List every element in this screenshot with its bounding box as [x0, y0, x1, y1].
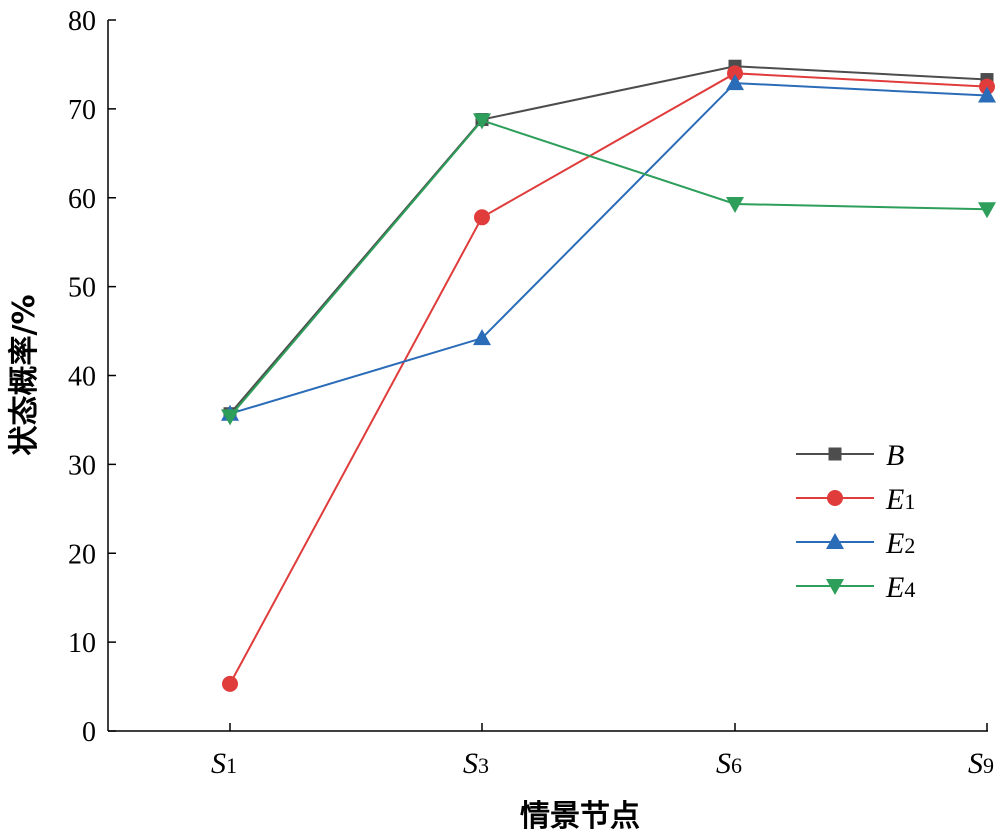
- data-point: [727, 65, 743, 82]
- x-tick-label: S6: [716, 747, 742, 780]
- x-tick-label: S3: [463, 747, 489, 780]
- y-tick-label: 10: [68, 628, 96, 659]
- series-E4: [221, 113, 996, 426]
- data-point: [726, 74, 744, 91]
- series-E2: [221, 74, 996, 421]
- legend-label: E2: [885, 527, 915, 560]
- data-point: [726, 196, 744, 213]
- series-lines: [221, 59, 996, 692]
- data-point: [473, 113, 491, 130]
- data-point: [978, 86, 996, 103]
- legend-marker: [826, 533, 844, 549]
- y-axis: 0 10 20 30 40 50 60 70 80: [68, 6, 116, 748]
- x-axis-title: 情景节点: [520, 799, 640, 834]
- series-line: [229, 119, 988, 418]
- series-line: [229, 72, 988, 685]
- y-tick-label: 50: [68, 273, 96, 304]
- legend: B E1 E2 E4: [796, 439, 915, 604]
- legend-label: E4: [885, 571, 915, 604]
- legend-item: E2: [796, 527, 915, 560]
- data-point: [473, 329, 491, 346]
- data-point: [978, 202, 996, 219]
- legend-marker: [828, 447, 842, 461]
- x-tick-label: S9: [968, 747, 994, 780]
- legend-item: E4: [796, 571, 915, 604]
- series-line: [229, 82, 988, 415]
- series-B: [223, 59, 994, 421]
- x-axis: S1 S3 S6 S9: [108, 723, 994, 780]
- y-axis-title: 状态概率/%: [7, 294, 42, 455]
- y-tick-label: 20: [68, 539, 96, 570]
- data-point: [474, 209, 490, 226]
- y-tick-label: 60: [68, 184, 96, 215]
- data-point: [222, 675, 238, 692]
- y-tick-label: 30: [68, 450, 96, 481]
- y-tick-label: 40: [68, 362, 96, 393]
- data-point: [221, 409, 239, 426]
- y-tick-label: 0: [82, 717, 96, 748]
- legend-label: B: [886, 439, 904, 472]
- legend-item: B: [796, 439, 904, 472]
- legend-item: E1: [796, 483, 915, 516]
- y-tick-label: 80: [68, 6, 96, 37]
- y-tick-label: 70: [68, 95, 96, 126]
- x-tick-label: S1: [211, 747, 237, 780]
- legend-label: E1: [885, 483, 915, 516]
- series-E1: [222, 65, 995, 692]
- series-line: [229, 65, 988, 415]
- legend-marker: [826, 579, 844, 595]
- legend-marker: [827, 490, 843, 506]
